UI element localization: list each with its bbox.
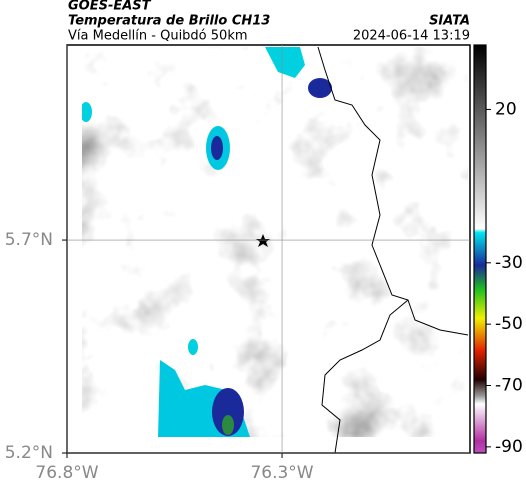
cold-cloud <box>265 47 305 78</box>
boundary <box>317 46 469 336</box>
source: SIATA <box>429 14 470 29</box>
cold-cloud <box>211 136 223 160</box>
colorbar-tick-label: -90 <box>495 437 523 457</box>
cold-cloud <box>82 102 92 122</box>
datetime: 2024-06-14 13:19 <box>353 29 470 44</box>
y-tick-label: 5.2°N <box>5 443 53 463</box>
cold-cloud <box>212 388 244 436</box>
x-tick-label: 76.3°W <box>250 463 313 483</box>
colorbar-tick-label: 20 <box>495 99 517 119</box>
route: Vía Medellín - Quibdó 50km <box>68 29 248 44</box>
colorbar-tick-label: -70 <box>495 376 523 396</box>
cold-cloud <box>188 339 198 355</box>
cold-cloud <box>222 415 234 435</box>
y-tick-label: 5.7°N <box>5 230 53 250</box>
colorbar-tick-label: -50 <box>495 314 523 334</box>
colorbar <box>473 44 487 454</box>
subtitle: Temperatura de Brillo CH13 <box>68 14 270 29</box>
imagery <box>82 47 468 437</box>
cold-cloud <box>308 78 332 98</box>
boundary <box>321 299 409 454</box>
city-marker <box>256 234 270 247</box>
cloud-texture <box>82 47 468 437</box>
x-tick-label: 76.8°W <box>35 463 98 483</box>
title: GOES-EAST <box>68 0 152 14</box>
colorbar-tick-label: -30 <box>495 253 523 273</box>
